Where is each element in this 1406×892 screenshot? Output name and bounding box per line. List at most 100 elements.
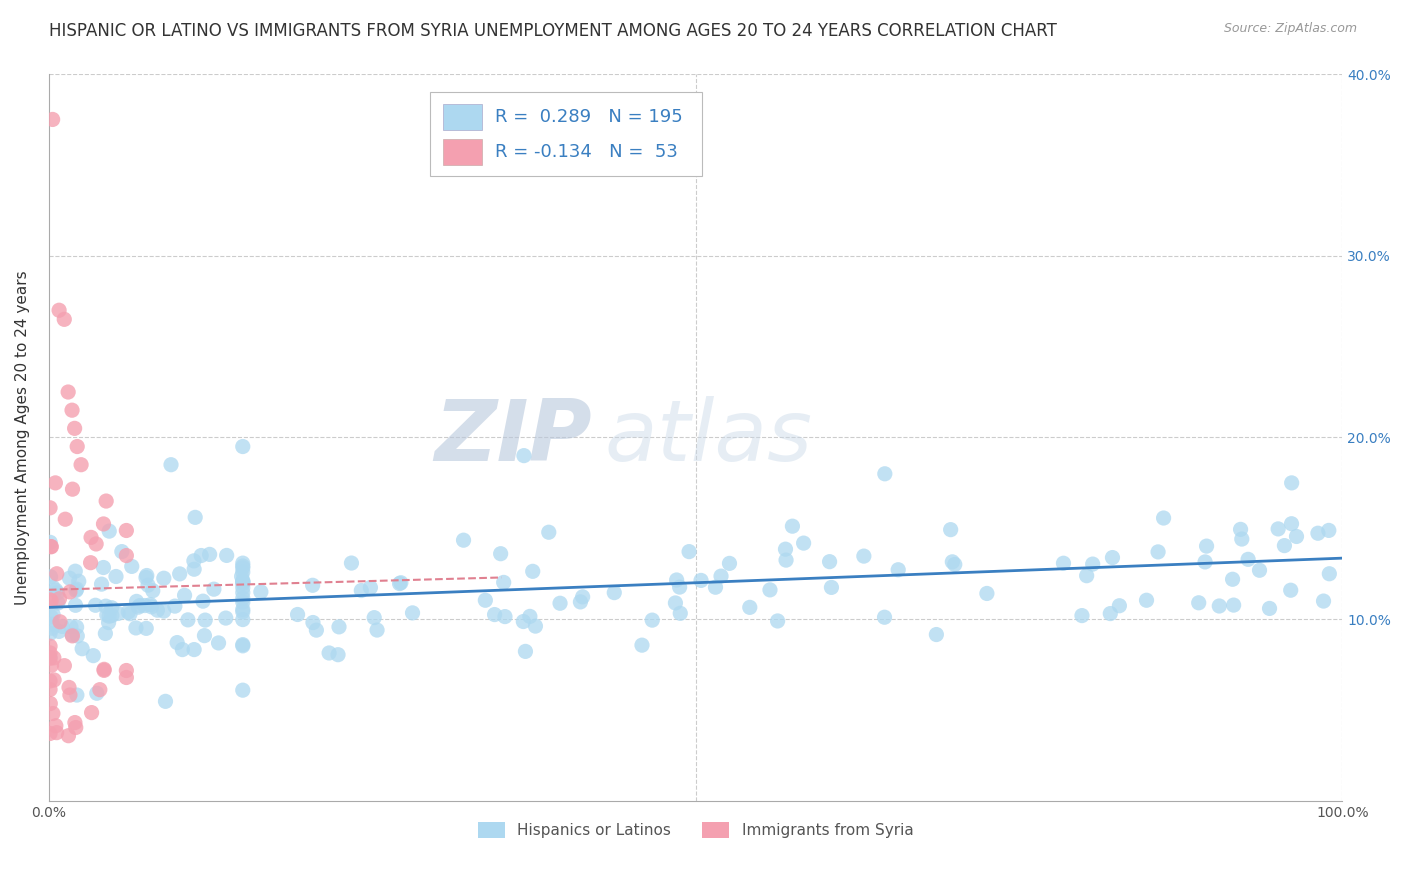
Point (65, 721, 87, 735)
Point (66, 688, 89, 702)
Point (232, 638, 254, 652)
Point (155, 694, 177, 708)
Point (42, 706, 65, 721)
Point (690, 574, 713, 588)
Point (340, 556, 363, 570)
Point (198, 548, 221, 562)
Point (232, 565, 254, 579)
Point (117, 605, 139, 619)
Point (513, 449, 536, 463)
Point (232, 595, 254, 609)
Point (1281, 516, 1303, 531)
Point (194, 613, 217, 627)
Point (515, 644, 537, 658)
Point (301, 578, 323, 592)
Point (166, 635, 188, 649)
Point (173, 588, 195, 602)
Point (232, 591, 254, 606)
Point (107, 607, 129, 621)
Point (115, 671, 138, 685)
Point (1147, 545, 1170, 559)
Point (39, 673, 62, 688)
Point (326, 648, 349, 662)
Point (1306, 526, 1329, 541)
Point (350, 583, 373, 598)
Point (232, 602, 254, 616)
Point (232, 440, 254, 454)
Point (1312, 594, 1334, 608)
Text: R = -0.134   N =  53: R = -0.134 N = 53 (495, 143, 678, 161)
Point (873, 610, 896, 624)
Point (98, 524, 121, 538)
Point (678, 544, 700, 558)
Point (39, 609, 62, 624)
Point (232, 683, 254, 698)
Point (125, 594, 148, 608)
Point (39, 726, 62, 740)
Point (232, 561, 254, 575)
Point (139, 598, 162, 612)
Point (1222, 598, 1244, 612)
Point (250, 584, 273, 599)
Point (603, 585, 626, 599)
Point (100, 600, 122, 615)
Point (135, 621, 157, 635)
Point (388, 576, 411, 591)
Point (135, 568, 157, 582)
Point (53, 658, 76, 673)
Point (84, 599, 107, 613)
Point (328, 620, 350, 634)
Point (474, 593, 496, 607)
Point (1285, 529, 1308, 543)
Point (232, 585, 254, 599)
Point (42, 673, 65, 687)
Point (80, 530, 103, 544)
Point (1135, 593, 1157, 607)
Point (193, 629, 215, 643)
Point (46, 586, 69, 600)
Point (775, 553, 797, 567)
Point (46, 596, 69, 610)
Point (66, 629, 89, 643)
Point (232, 581, 254, 595)
FancyBboxPatch shape (443, 103, 482, 130)
Point (41, 540, 63, 554)
Point (141, 599, 163, 614)
Point (62, 482, 84, 496)
Point (39, 651, 62, 665)
Point (48, 303, 70, 318)
Point (887, 563, 910, 577)
Point (704, 580, 727, 594)
Point (569, 595, 592, 609)
Point (66, 582, 89, 596)
Point (183, 554, 205, 568)
Point (232, 575, 254, 590)
Point (45, 566, 67, 581)
Point (852, 549, 875, 563)
Point (232, 613, 254, 627)
Point (494, 609, 516, 624)
FancyBboxPatch shape (443, 139, 482, 165)
Point (190, 549, 212, 563)
Point (820, 581, 842, 595)
Point (136, 578, 159, 592)
Point (128, 599, 150, 613)
Point (65, 599, 87, 613)
Point (45, 583, 67, 598)
Point (45, 725, 67, 739)
Point (522, 565, 544, 579)
Point (232, 559, 254, 574)
Point (39, 639, 62, 653)
Point (60, 629, 83, 643)
Point (96, 494, 118, 508)
Point (70, 641, 93, 656)
Point (519, 609, 541, 624)
Point (976, 586, 998, 600)
Point (60, 403, 83, 417)
Point (146, 603, 169, 617)
Point (1101, 550, 1123, 565)
Point (571, 590, 593, 604)
Point (318, 646, 340, 660)
Point (1071, 608, 1094, 623)
Point (65, 620, 87, 634)
